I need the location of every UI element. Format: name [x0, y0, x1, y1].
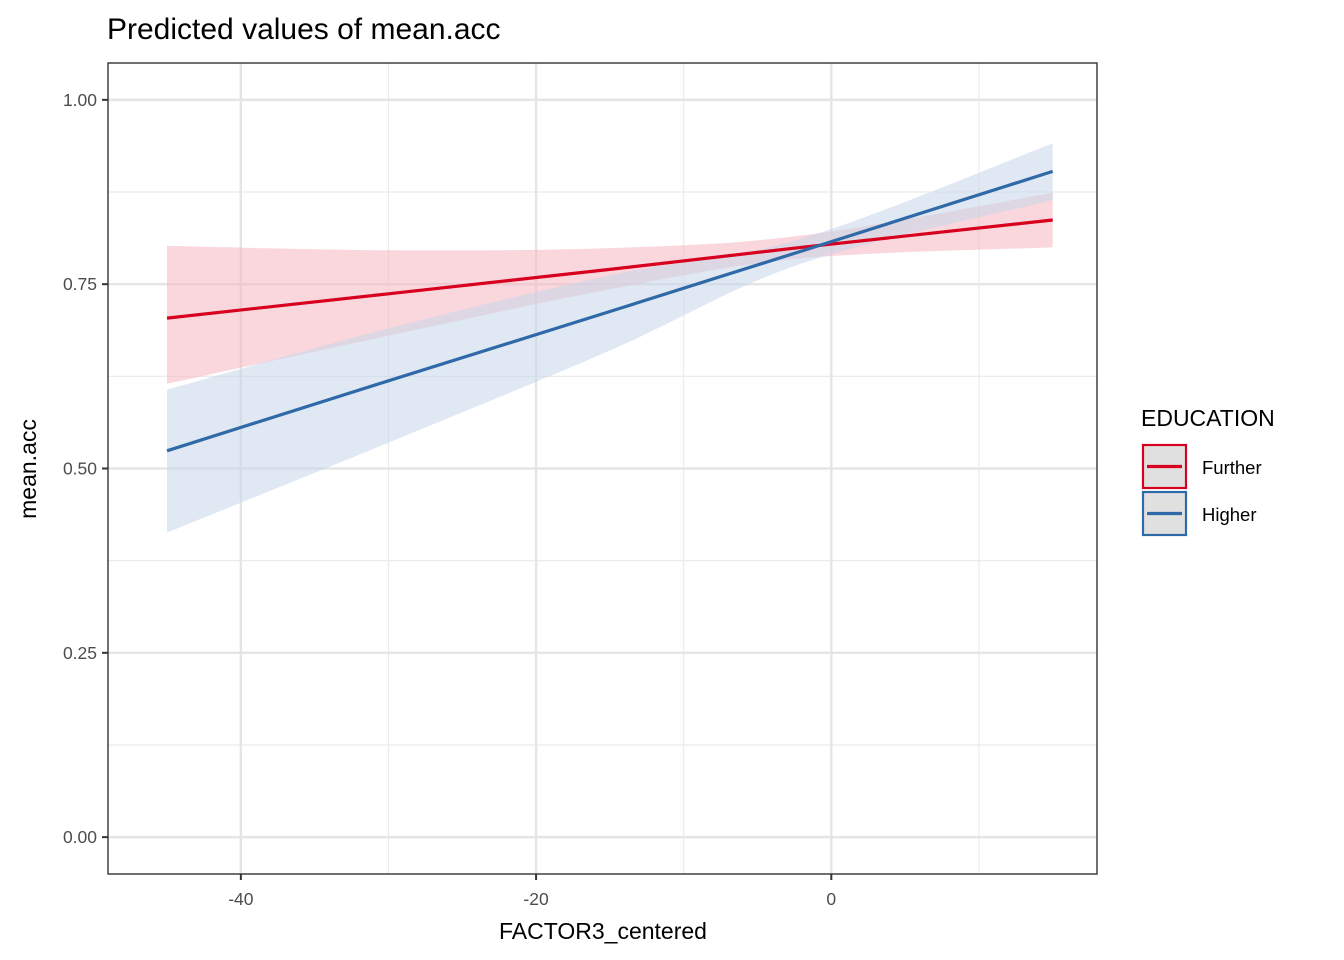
- legend-label: Higher: [1202, 504, 1257, 525]
- y-tick-label: 0.25: [63, 643, 97, 663]
- y-tick-label: 0.00: [63, 827, 97, 847]
- legend-label: Further: [1202, 457, 1262, 478]
- x-tick-label: -40: [228, 889, 254, 909]
- y-tick-label: 0.75: [63, 274, 97, 294]
- chart-title: Predicted values of mean.acc: [107, 13, 501, 46]
- x-axis-title: FACTOR3_centered: [499, 918, 707, 944]
- legend: EDUCATION Further Higher: [1141, 405, 1275, 537]
- series-line-further: [166, 218, 1053, 320]
- plot-panel: [107, 62, 1098, 875]
- y-tick-label: 0.50: [63, 459, 97, 479]
- y-axis-title: mean.acc: [15, 419, 41, 519]
- x-tick-label: 0: [826, 889, 836, 909]
- series-line-higher: [166, 169, 1054, 453]
- x-tick-label: -20: [523, 889, 549, 909]
- legend-title: EDUCATION: [1141, 405, 1275, 431]
- y-tick-label: 1.00: [63, 90, 97, 110]
